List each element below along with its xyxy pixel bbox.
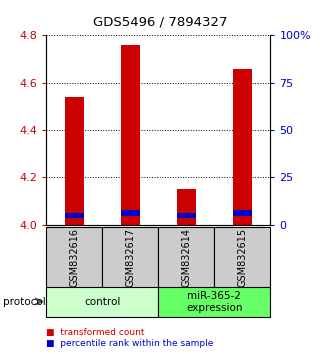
Text: protocol: protocol	[3, 297, 46, 307]
Bar	[177, 213, 196, 218]
Bar	[158, 227, 214, 289]
Text: GDS5496 / 7894327: GDS5496 / 7894327	[93, 16, 227, 29]
Bar	[233, 210, 252, 216]
Bar	[214, 227, 270, 289]
Text: GSM832614: GSM832614	[181, 228, 191, 287]
Bar	[65, 97, 84, 225]
Bar	[233, 69, 252, 225]
Bar	[158, 287, 270, 317]
Bar	[177, 189, 196, 225]
Text: miR-365-2
expression: miR-365-2 expression	[186, 291, 243, 313]
Bar	[46, 287, 158, 317]
Text: control: control	[84, 297, 121, 307]
Bar	[102, 227, 158, 289]
Bar	[46, 227, 102, 289]
Bar	[65, 213, 84, 218]
Bar	[121, 210, 140, 216]
Text: GSM832615: GSM832615	[237, 228, 247, 287]
Text: ■  transformed count: ■ transformed count	[46, 327, 145, 337]
Bar	[121, 45, 140, 225]
Text: ■  percentile rank within the sample: ■ percentile rank within the sample	[46, 339, 214, 348]
Text: GSM832616: GSM832616	[69, 228, 79, 287]
Text: GSM832617: GSM832617	[125, 228, 135, 287]
